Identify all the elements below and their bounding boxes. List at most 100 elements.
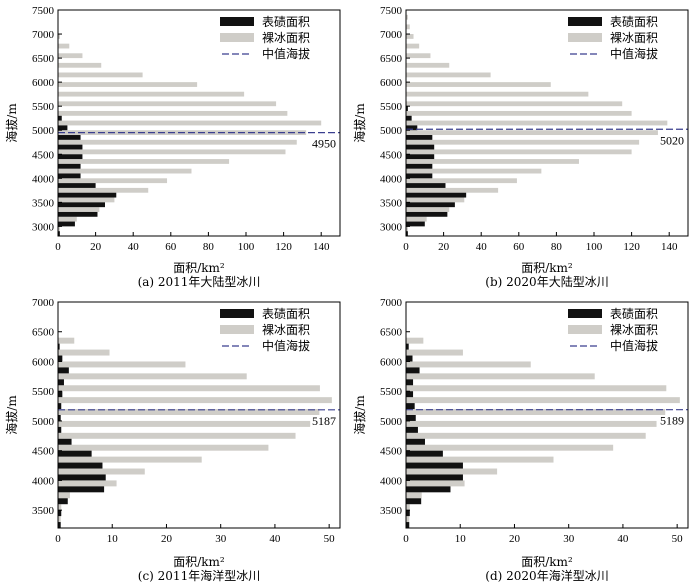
bar-clean-ice (406, 34, 414, 39)
bar-clean-ice (406, 504, 410, 511)
x-tick-label: 20 (509, 533, 521, 545)
bar-clean-ice (58, 139, 297, 145)
bar-clean-ice (58, 516, 61, 523)
bar-clean-ice (406, 432, 646, 439)
median-label: 5020 (660, 133, 684, 147)
y-tick-label: 5500 (32, 386, 55, 398)
bar-clean-ice (406, 159, 579, 164)
bar-clean-ice (58, 101, 277, 107)
x-tick-label: 0 (403, 533, 409, 545)
legend-label: 表碛面积 (262, 307, 310, 321)
x-tick-label: 0 (55, 241, 61, 253)
bar-clean-ice (58, 149, 286, 155)
bar-debris (406, 125, 418, 131)
bar-clean-ice (406, 72, 491, 78)
legend-label: 中值海拔 (610, 338, 658, 353)
median-label: 5189 (660, 414, 684, 428)
bar-debris (406, 438, 425, 445)
bar-debris (406, 115, 412, 121)
x-tick-label: 140 (313, 241, 330, 253)
bar-debris (406, 498, 422, 505)
bar-debris (406, 355, 413, 362)
x-tick-label: 40 (476, 241, 488, 253)
y-tick-label: 6000 (32, 77, 55, 89)
bar-clean-ice (58, 197, 115, 203)
bar-debris (406, 462, 463, 469)
y-axis-title: 海拔/m (352, 103, 367, 143)
legend-swatch-debris (568, 309, 602, 318)
bar-debris (406, 426, 418, 433)
bar-debris (58, 192, 117, 198)
bar-debris (58, 343, 60, 350)
bar-clean-ice (406, 82, 551, 87)
bar-clean-ice (58, 159, 230, 164)
bar-clean-ice (406, 197, 465, 203)
legend-label: 中值海拔 (262, 46, 310, 61)
bar-debris (58, 522, 61, 528)
bar-clean-ice (58, 420, 311, 427)
y-tick-label: 3500 (380, 197, 403, 209)
legend-swatch-debris (220, 17, 254, 26)
panel-caption: (b) 2020年大陆型冰川 (485, 274, 608, 289)
bar-debris (406, 450, 443, 457)
y-tick-label: 5500 (380, 101, 403, 113)
x-tick-label: 10 (107, 533, 119, 545)
y-tick-label: 4000 (380, 475, 403, 487)
bar-debris (406, 202, 455, 208)
bar-clean-ice (406, 226, 408, 232)
bar-clean-ice (58, 456, 202, 463)
bar-debris (406, 192, 467, 198)
legend-label: 裸冰面积 (262, 30, 310, 45)
x-axis-title: 面积/km² (173, 261, 225, 275)
bar-debris (58, 438, 72, 445)
bar-clean-ice (406, 409, 666, 415)
bar-debris (406, 486, 451, 493)
legend-label: 裸冰面积 (610, 322, 658, 337)
legend-swatch-debris (220, 309, 254, 318)
median-label: 5187 (312, 414, 336, 428)
y-tick-label: 6000 (380, 77, 403, 89)
x-tick-label: 60 (513, 241, 525, 253)
bar-debris (58, 498, 68, 505)
bar-debris (406, 510, 410, 517)
x-tick-label: 80 (203, 241, 215, 253)
plot-frame (405, 9, 689, 237)
bar-debris (406, 154, 435, 160)
y-tick-label: 7000 (380, 29, 403, 41)
bar-clean-ice (406, 149, 632, 155)
bar-clean-ice (58, 492, 70, 499)
bar-clean-ice (406, 480, 465, 487)
panel-caption: (d) 2020年海洋型冰川 (485, 568, 608, 583)
bar-debris (58, 462, 103, 469)
bar-debris (406, 343, 409, 350)
panel-caption: (c) 2011年海洋型冰川 (138, 568, 260, 583)
bar-debris (406, 522, 410, 528)
legend-label: 裸冰面积 (610, 30, 658, 45)
y-tick-label: 6500 (32, 327, 55, 339)
bar-clean-ice (58, 468, 145, 475)
y-tick-label: 6000 (32, 356, 55, 368)
bar-clean-ice (406, 43, 420, 49)
bar-clean-ice (58, 53, 83, 59)
bar-clean-ice (406, 207, 450, 212)
bar-clean-ice (406, 120, 668, 126)
y-tick-label: 6500 (380, 53, 403, 65)
legend-swatch-debris (568, 17, 602, 26)
median-label: 4950 (312, 137, 336, 151)
bar-debris (58, 415, 61, 421)
bar-clean-ice (406, 492, 422, 499)
bar-clean-ice (406, 420, 657, 427)
bar-clean-ice (406, 456, 554, 463)
plot-frame (405, 301, 689, 529)
bar-debris (58, 125, 68, 131)
legend-label: 裸冰面积 (262, 322, 310, 337)
x-axis-title: 面积/km² (521, 261, 573, 275)
y-tick-label: 6500 (32, 53, 55, 65)
x-tick-label: 40 (128, 241, 140, 253)
y-axis-title: 海拔/m (4, 395, 19, 435)
chart-panel-c: 5187 0 10 20 30 40 50 3500 4000 4500 5000 5500 6000 6… (4, 297, 341, 583)
y-tick-label: 4500 (32, 446, 55, 458)
chart-panel-a: 4950 0 20 40 60 80 100 120 140 3000 3500 4000 4500 50… (4, 5, 341, 289)
